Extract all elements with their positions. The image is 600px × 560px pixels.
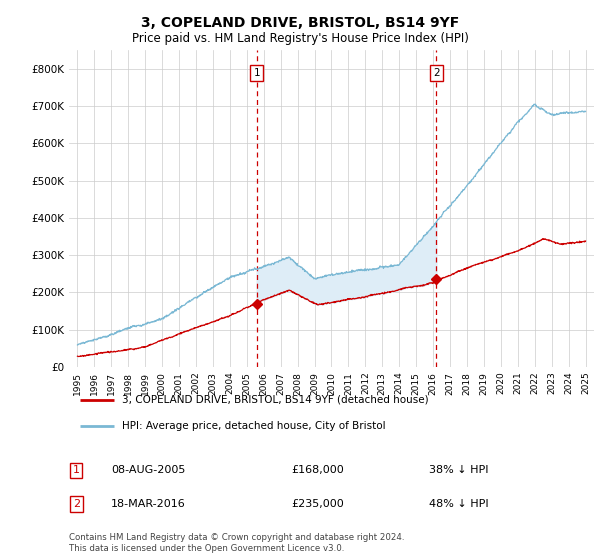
Text: Contains HM Land Registry data © Crown copyright and database right 2024.
This d: Contains HM Land Registry data © Crown c…: [69, 533, 404, 553]
Text: 3, COPELAND DRIVE, BRISTOL, BS14 9YF (detached house): 3, COPELAND DRIVE, BRISTOL, BS14 9YF (de…: [121, 395, 428, 405]
Text: HPI: Average price, detached house, City of Bristol: HPI: Average price, detached house, City…: [121, 421, 385, 431]
Text: 2: 2: [73, 499, 80, 509]
Text: 48% ↓ HPI: 48% ↓ HPI: [429, 499, 488, 509]
Text: 38% ↓ HPI: 38% ↓ HPI: [429, 465, 488, 475]
Text: £168,000: £168,000: [291, 465, 344, 475]
Text: £235,000: £235,000: [291, 499, 344, 509]
Text: 3, COPELAND DRIVE, BRISTOL, BS14 9YF: 3, COPELAND DRIVE, BRISTOL, BS14 9YF: [141, 16, 459, 30]
Text: 2: 2: [433, 68, 440, 78]
Text: 08-AUG-2005: 08-AUG-2005: [111, 465, 185, 475]
Text: 1: 1: [253, 68, 260, 78]
Text: 18-MAR-2016: 18-MAR-2016: [111, 499, 186, 509]
Text: Price paid vs. HM Land Registry's House Price Index (HPI): Price paid vs. HM Land Registry's House …: [131, 32, 469, 45]
Text: 1: 1: [73, 465, 80, 475]
